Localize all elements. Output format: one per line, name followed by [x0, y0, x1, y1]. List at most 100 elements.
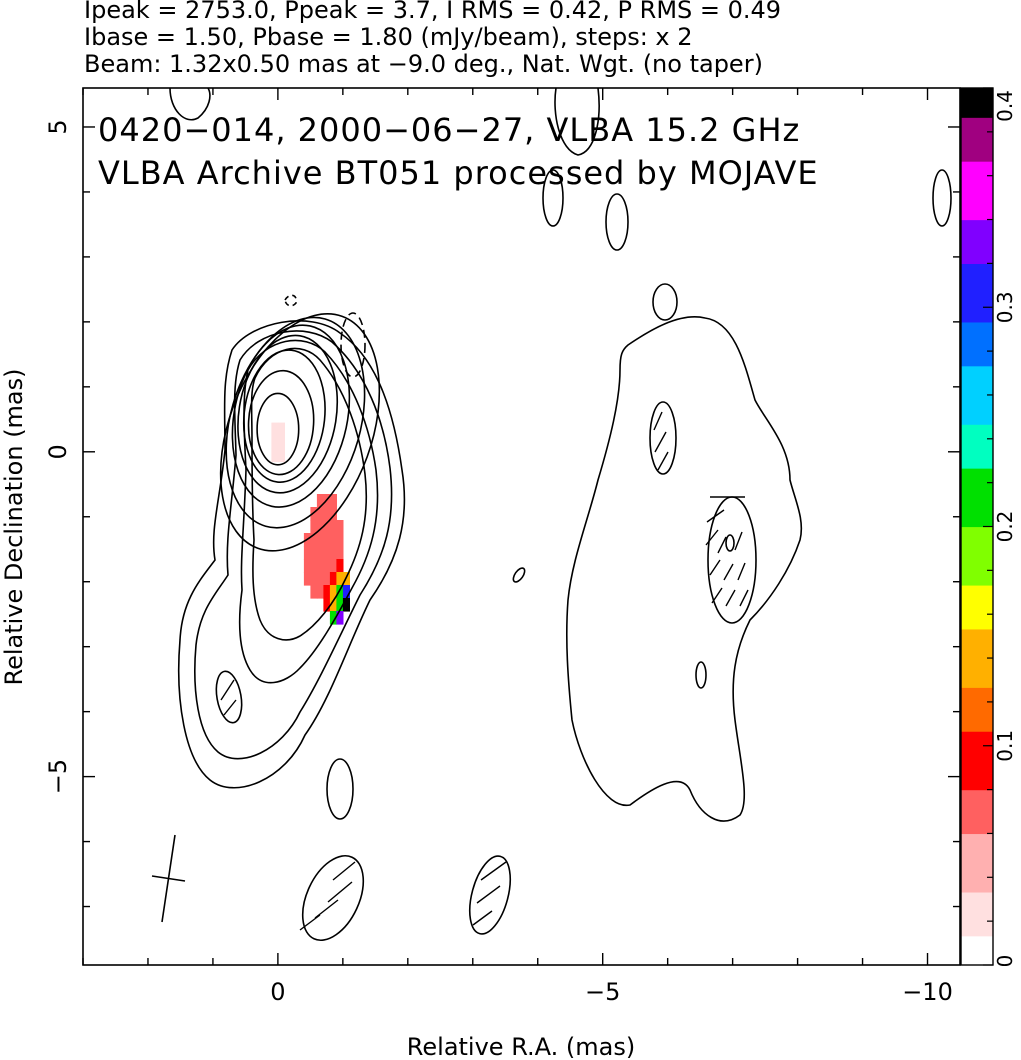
colorbar-swatch [961, 877, 993, 893]
pol-pixel [310, 546, 318, 560]
pol-pixel [342, 585, 350, 599]
pol-pixel [336, 533, 344, 547]
core-contour-ring [242, 349, 326, 483]
y-axis-label: Relative Declination (mas) [0, 368, 28, 685]
pol-pixel [271, 435, 279, 450]
pol-pixel [323, 546, 331, 560]
pol-vector [705, 529, 719, 546]
contour-blob [542, 169, 564, 227]
pol-pixel [336, 585, 344, 599]
colorbar-swatch [961, 935, 993, 951]
colorbar-swatch [961, 906, 993, 922]
pol-pixel [329, 520, 337, 534]
contour-blob [695, 661, 707, 689]
pol-pixel [303, 546, 311, 560]
y-tick-label: 5 [44, 119, 72, 134]
pol-pixel [323, 533, 331, 547]
colorbar-swatch [961, 336, 993, 352]
colorbar-swatch [961, 102, 993, 118]
beam-marker [151, 834, 186, 923]
contour-blob [725, 534, 735, 552]
pol-vector [657, 451, 669, 471]
pol-pixel [310, 520, 318, 534]
pol-vector [717, 536, 727, 554]
pol-pixel [277, 448, 285, 463]
colorbar-swatch [961, 716, 993, 732]
x-tick-label: 0 [270, 978, 285, 1006]
pol-pixel [329, 585, 337, 599]
colorbar-swatch [961, 88, 993, 104]
pol-pixel [336, 546, 344, 560]
pol-vector [734, 531, 743, 551]
contour-blob [605, 193, 629, 251]
colorbar-swatch [961, 438, 993, 455]
colorbar-swatch [961, 950, 993, 966]
colorbar-swatch [961, 278, 993, 294]
colorbar-swatch [961, 921, 993, 937]
colorbar-swatch [961, 599, 993, 615]
polarization-vectors [220, 411, 749, 931]
colorbar-swatch [961, 263, 993, 279]
pol-pixel [323, 520, 331, 534]
pol-vector [472, 910, 493, 926]
pol-pixel [277, 435, 285, 450]
pol-vector [706, 509, 725, 523]
pol-pixel [316, 533, 324, 547]
core-contour-ring [237, 334, 339, 494]
colorbar-swatch [961, 628, 993, 645]
colorbar-swatch [961, 658, 993, 674]
colorbar-tick-label: 0 [993, 955, 1017, 968]
colorbar-swatch [961, 321, 993, 338]
colorbar-swatch [961, 526, 993, 542]
y-tick-label: 0 [44, 444, 72, 459]
pol-pixel [303, 572, 311, 586]
pol-vector [725, 589, 736, 607]
colorbar-swatch [961, 511, 993, 528]
negative-contour-small [284, 294, 298, 307]
contour-blob [512, 567, 526, 583]
colorbar-swatch [961, 146, 993, 162]
pol-pixel [316, 585, 324, 599]
contour-blob [554, 88, 600, 156]
pol-pixel [336, 520, 344, 534]
colorbar-swatch [961, 862, 993, 878]
colorbar-swatch [961, 453, 993, 469]
colorbar-swatch [961, 307, 993, 323]
y-tick-label: −5 [44, 759, 72, 794]
core-contour-ring [231, 324, 351, 508]
pol-vector [654, 431, 667, 453]
colorbar-swatch [961, 482, 993, 498]
pol-pixel [316, 507, 324, 521]
contour-blob [215, 670, 243, 724]
pol-pixel [271, 422, 279, 437]
colorbar-swatch [961, 701, 993, 718]
pol-vector [709, 559, 721, 576]
colorbar-swatch [961, 234, 993, 250]
pol-pixel [310, 585, 318, 599]
colorbar-tick-label: 0.2 [993, 511, 1017, 543]
pol-pixel [303, 559, 311, 573]
pol-pixel [329, 507, 337, 521]
colorbar-swatch [961, 891, 993, 908]
core-contour-ring [225, 316, 366, 529]
contour-blob [652, 283, 678, 321]
core-contour-2 [194, 330, 393, 760]
contour-blob [301, 854, 365, 942]
pol-vector [653, 411, 663, 431]
header-line-2: Ibase = 1.50, Pbase = 1.80 (mJy/beam), s… [84, 23, 693, 51]
pol-pixel [342, 598, 350, 612]
pol-vector [327, 881, 353, 903]
pol-pixel [329, 494, 337, 508]
core-contour-ring [219, 312, 381, 552]
colorbar: 0 0.1 0.2 0.3 0.4 [960, 87, 1017, 968]
colorbar-swatch [961, 643, 993, 659]
contour-blob [326, 758, 354, 820]
colorbar-swatch [961, 175, 993, 191]
colorbar-swatch [961, 117, 993, 133]
pol-pixel [277, 422, 285, 437]
plot-frame [82, 87, 961, 966]
pol-pixel [316, 572, 324, 586]
pol-pixel [316, 546, 324, 560]
colorbar-tick-label: 0.3 [993, 291, 1017, 323]
